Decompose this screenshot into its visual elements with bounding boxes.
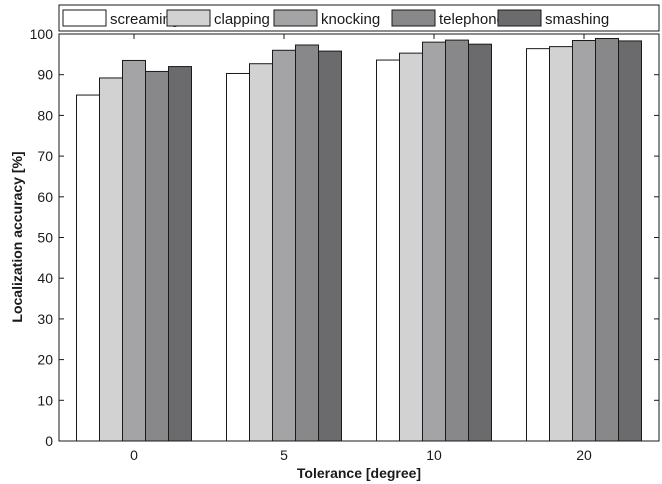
y-axis-label: Localization accuracy [%] — [9, 151, 25, 322]
y-tick-label: 100 — [30, 26, 54, 42]
legend-swatch-knocking — [273, 9, 318, 27]
legend: screaming clapping knocking telephone smashi… — [58, 4, 660, 32]
y-tick-label: 80 — [37, 107, 53, 123]
legend-swatch-smashing — [497, 9, 542, 27]
bars — [76, 37, 642, 442]
y-tick-label: 20 — [37, 352, 53, 368]
bar-clapping-0 — [99, 77, 123, 442]
x-tick-label: 5 — [280, 447, 288, 463]
legend-swatch-clapping — [166, 9, 211, 27]
legend-label-telephone: telephone — [439, 11, 505, 28]
bar-screaming-0 — [76, 94, 100, 442]
y-tick-label: 70 — [37, 148, 53, 164]
axis-ticks: 0 10 20 30 40 50 60 70 80 90 100 0 5 10 20 — [30, 26, 659, 463]
bar-knocking-20 — [572, 40, 596, 442]
y-tick-label: 10 — [37, 392, 53, 408]
legend-swatch-screaming — [62, 9, 107, 27]
bar-telephone-20 — [595, 37, 619, 442]
bar-clapping-20 — [549, 46, 573, 442]
x-tick-label: 0 — [130, 447, 138, 463]
y-tick-label: 30 — [37, 311, 53, 327]
legend-label-clapping: clapping — [214, 11, 270, 28]
legend-label-screaming: screaming — [110, 11, 179, 28]
bar-knocking-0 — [122, 59, 146, 442]
bar-telephone-5 — [295, 44, 319, 442]
y-tick-label: 40 — [37, 270, 53, 286]
bar-screaming-5 — [226, 72, 250, 442]
x-tick-label: 20 — [576, 447, 592, 463]
x-tick-label: 10 — [426, 447, 442, 463]
legend-swatch-telephone — [391, 9, 436, 27]
bar-smashing-10 — [468, 43, 492, 442]
bar-screaming-10 — [376, 59, 400, 442]
bar-telephone-0 — [145, 70, 169, 442]
legend-label-smashing: smashing — [545, 11, 609, 28]
legend-label-knocking: knocking — [321, 11, 380, 28]
bar-knocking-5 — [272, 49, 296, 442]
bar-smashing-0 — [168, 66, 192, 442]
y-tick-label: 90 — [37, 67, 53, 83]
y-tick-label: 60 — [37, 189, 53, 205]
bar-screaming-20 — [526, 48, 550, 442]
y-tick-label: 0 — [45, 433, 53, 449]
bar-clapping-10 — [399, 52, 423, 442]
y-tick-label: 50 — [37, 230, 53, 246]
bar-knocking-10 — [422, 41, 446, 442]
bar-telephone-10 — [445, 39, 469, 442]
x-axis-label: Tolerance [degree] — [297, 465, 421, 481]
legend-box — [58, 4, 660, 32]
bar-smashing-5 — [318, 50, 342, 442]
bar-clapping-5 — [249, 63, 273, 442]
bar-smashing-20 — [618, 40, 642, 442]
